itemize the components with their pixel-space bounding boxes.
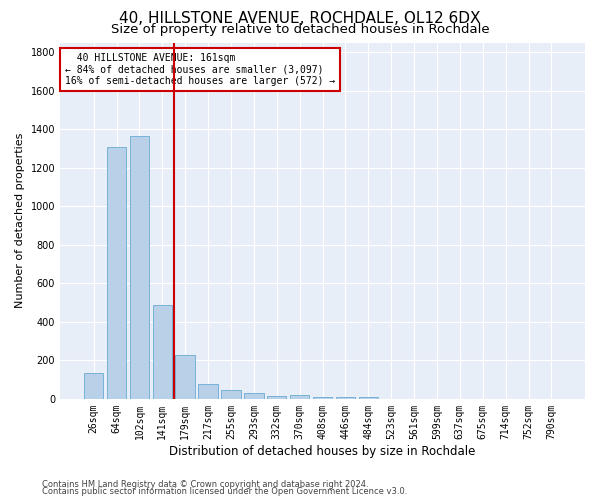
Bar [152,305,172,399]
Bar [267,396,286,399]
Bar [359,397,378,399]
Bar [107,146,126,399]
Bar [290,395,310,399]
Text: 40 HILLSTONE AVENUE: 161sqm
← 84% of detached houses are smaller (3,097)
16% of : 40 HILLSTONE AVENUE: 161sqm ← 84% of det… [65,53,335,86]
Bar [221,390,241,399]
Text: Size of property relative to detached houses in Rochdale: Size of property relative to detached ho… [110,22,490,36]
Text: Contains HM Land Registry data © Crown copyright and database right 2024.: Contains HM Land Registry data © Crown c… [42,480,368,489]
Bar [84,373,103,399]
Text: 40, HILLSTONE AVENUE, ROCHDALE, OL12 6DX: 40, HILLSTONE AVENUE, ROCHDALE, OL12 6DX [119,11,481,26]
Bar [313,397,332,399]
Y-axis label: Number of detached properties: Number of detached properties [15,133,25,308]
Bar [199,384,218,399]
Bar [130,136,149,399]
X-axis label: Distribution of detached houses by size in Rochdale: Distribution of detached houses by size … [169,444,476,458]
Bar [244,393,263,399]
Text: Contains public sector information licensed under the Open Government Licence v3: Contains public sector information licen… [42,487,407,496]
Bar [335,397,355,399]
Bar [175,356,195,399]
